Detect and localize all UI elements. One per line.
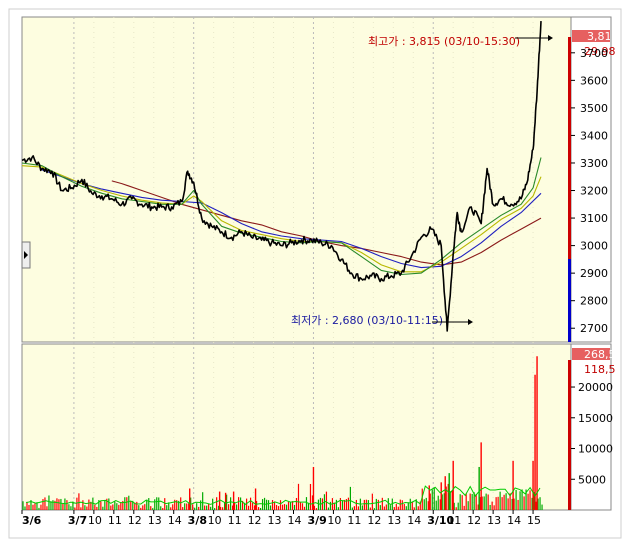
x-tick-label: 10 [208, 514, 222, 527]
series-ma_mid [21, 165, 542, 273]
x-tick-label: 13 [387, 514, 401, 527]
x-ticks: 3/6 3/7 10 11 12 13 14 3/8 10 11 12 13 14 3/9 10 11 12 13… [21, 510, 541, 527]
price-tick-label: 3400 [580, 129, 608, 142]
x-tick-label: 14 [288, 514, 302, 527]
high-arrow-icon [548, 35, 553, 41]
price-pct-label: 29.98 [584, 45, 616, 58]
series-price [21, 21, 542, 332]
x-tick-label: 11 [347, 514, 361, 527]
x-tick-label: 11 [228, 514, 242, 527]
x-tick-label: 10 [327, 514, 341, 527]
x-tick-label: 11 [447, 514, 461, 527]
x-tick-label: 13 [268, 514, 282, 527]
x-tick-label: 12 [467, 514, 481, 527]
x-tick-label: 13 [148, 514, 162, 527]
price-tick-label: 2700 [580, 322, 608, 335]
price-tick-label: 2800 [580, 295, 608, 308]
low-annotation: 최저가 : 2,680 (03/10-11:15) [291, 314, 443, 327]
price-tick-label: 3300 [580, 157, 608, 170]
x-tick-label: 14 [407, 514, 421, 527]
chevron-right-icon [24, 251, 28, 259]
x-tick-label: 10 [88, 514, 102, 527]
volume-ma-line [25, 485, 541, 506]
volume-sub-label: 118,5 [584, 363, 616, 376]
volume-highlight-label: 268,5 [584, 348, 616, 361]
x-tick-label: 3/7 [68, 514, 87, 527]
low-arrow-icon [468, 319, 473, 325]
x-tick-label: 13 [487, 514, 501, 527]
volume-tick-label: 10000 [578, 443, 613, 456]
price-tick-label: 3000 [580, 240, 608, 253]
x-tick-label: 12 [367, 514, 381, 527]
series-ma_short [21, 157, 542, 276]
volume-tick-label: 5000 [578, 473, 606, 486]
price-axis-area [570, 16, 612, 343]
x-tick-label: 14 [168, 514, 182, 527]
price-tick-label: 3500 [580, 102, 608, 115]
price-axis-low-bar [568, 259, 571, 342]
price-tick-label: 3200 [580, 185, 608, 198]
x-tick-label: 3/9 [307, 514, 326, 527]
price-series [21, 21, 542, 332]
volume-y-ticks: 20000 15000 10000 5000 [571, 381, 613, 486]
x-tick-label: 3/6 [22, 514, 42, 527]
x-tick-label: 12 [248, 514, 262, 527]
series-ma_long [41, 169, 542, 269]
price-tick-label: 3600 [580, 74, 608, 87]
price-highlight-box [572, 30, 610, 42]
price-axis-high-bar [568, 37, 571, 259]
high-annotation: 최고가 : 3,815 (03/10-15:30) [368, 35, 520, 48]
vertical-gridlines [73, 17, 534, 510]
x-tick-label: 12 [128, 514, 142, 527]
price-tick-label: 3100 [580, 212, 608, 225]
x-tick-label: 14 [507, 514, 521, 527]
volume-bars [22, 356, 543, 510]
x-tick-label: 15 [527, 514, 541, 527]
price-highlight-label: 3,81 [587, 30, 612, 43]
price-y-ticks: 3700 3600 3500 3400 3300 3200 3100 3000 2900 2800… [571, 47, 608, 335]
volume-axis-area [570, 343, 612, 511]
volume-panel [21, 343, 572, 511]
x-tick-label: 11 [108, 514, 122, 527]
volume-tick-label: 15000 [578, 412, 613, 425]
volume-axis-bar [568, 360, 571, 510]
price-tick-label: 3700 [580, 47, 608, 60]
volume-highlight-box [572, 348, 610, 360]
x-tick-label: 3/8 [188, 514, 207, 527]
price-tick-label: 2900 [580, 267, 608, 280]
x-tick-label: 3/10 [427, 514, 454, 527]
volume-tick-label: 20000 [578, 381, 613, 394]
